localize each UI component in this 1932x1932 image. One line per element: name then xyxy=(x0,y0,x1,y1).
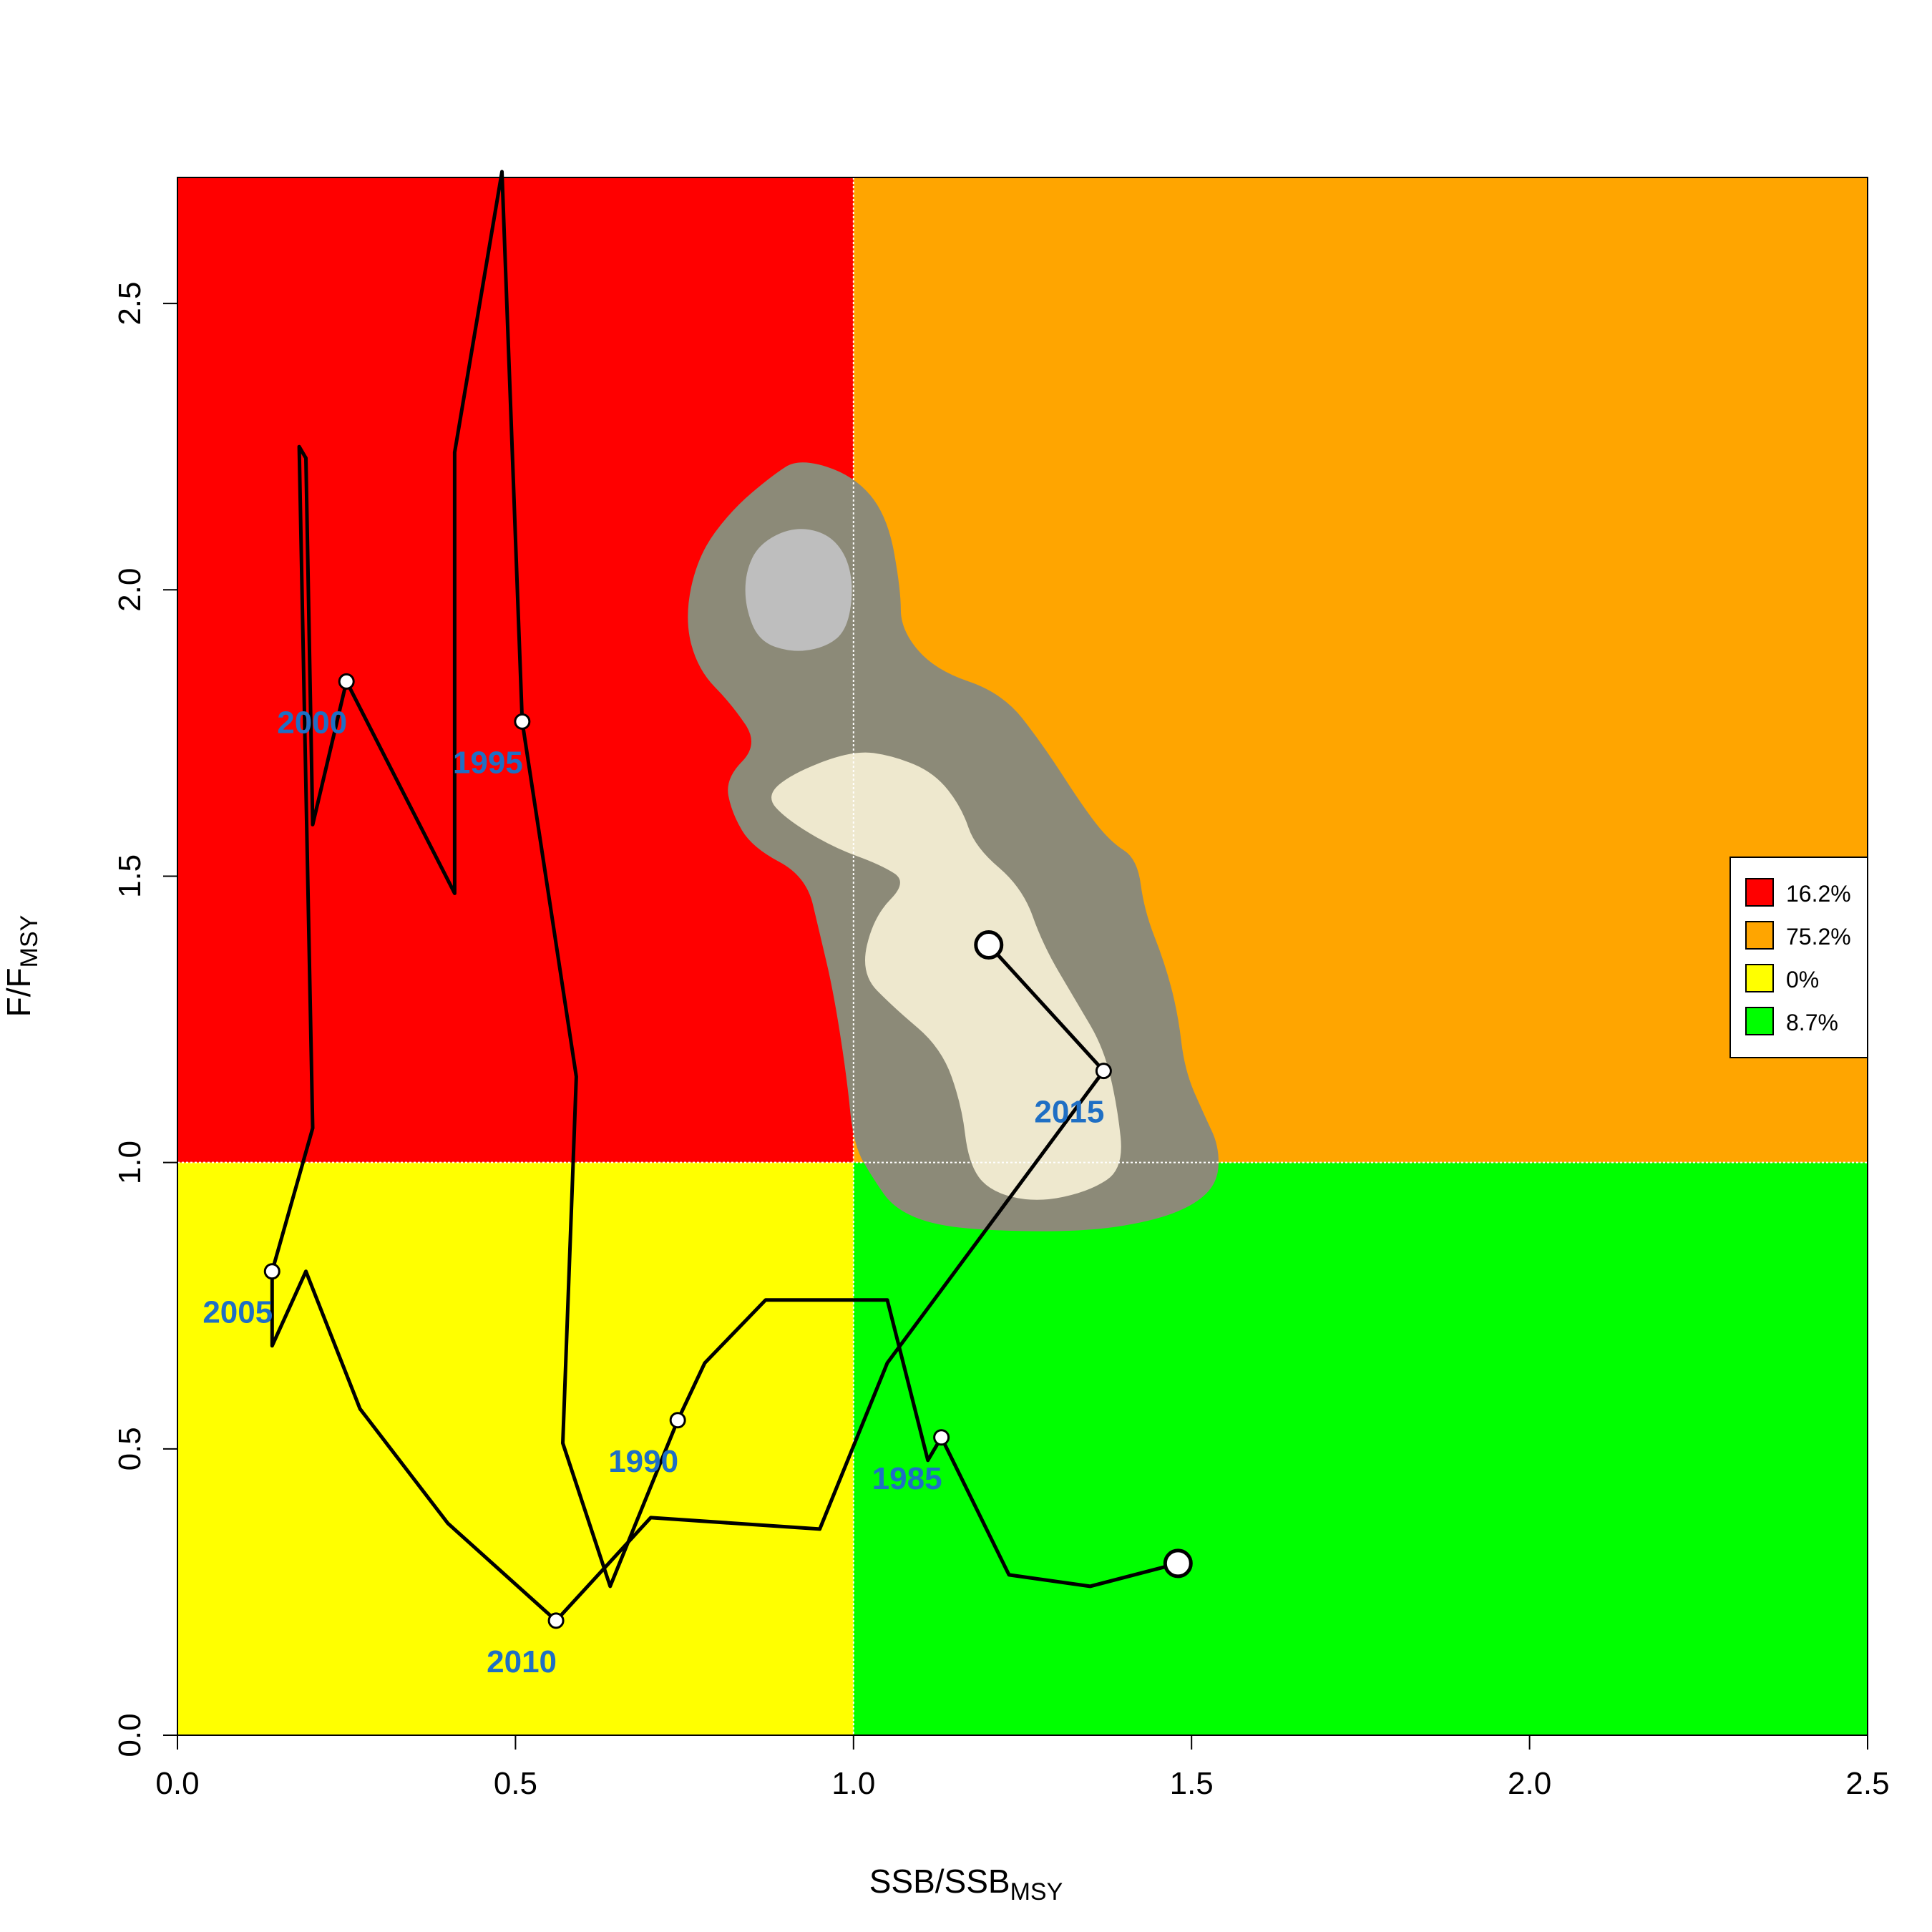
highlight-point-1 xyxy=(974,930,1004,960)
y-tick-label-1.5: 1.5 xyxy=(112,854,147,898)
year-label-2000: 2000 xyxy=(277,705,347,740)
trajectory-line-1 xyxy=(270,170,1106,1623)
year-marker-2010 xyxy=(547,1612,565,1629)
legend-swatch-3 xyxy=(1745,964,1774,992)
legend-swatch-2 xyxy=(1745,921,1774,950)
year-marker-1995 xyxy=(514,713,531,730)
legend-label-4: 8.7% xyxy=(1786,1010,1838,1035)
y-axis-title: F/FMSY xyxy=(0,915,43,1018)
year-label-2005: 2005 xyxy=(203,1295,273,1330)
year-marker-2015 xyxy=(1095,1063,1112,1080)
year-label-2010: 2010 xyxy=(487,1644,557,1679)
y-tick-label-2.5: 2.5 xyxy=(112,281,147,325)
y-tick-label-1.0: 1.0 xyxy=(112,1141,147,1184)
legend: 16.2% 75.2% 0% 8.7% xyxy=(1729,857,1868,1058)
contour-inner-b xyxy=(745,529,852,651)
legend-swatch-1 xyxy=(1745,878,1774,907)
year-marker-2000 xyxy=(338,673,355,690)
y-tick-label-2.0: 2.0 xyxy=(112,568,147,612)
x-tick-label-1.5: 1.5 xyxy=(1170,1766,1214,1801)
year-label-1995: 1995 xyxy=(453,745,523,780)
y-tick-label-0.5: 0.5 xyxy=(112,1427,147,1470)
y-tick-label-0.0: 0.0 xyxy=(112,1713,147,1757)
legend-label-2: 75.2% xyxy=(1786,924,1851,950)
trajectory-layer xyxy=(270,170,1179,1623)
x-tick-label-0.0: 0.0 xyxy=(155,1766,199,1801)
x-axis-title-sub: MSY xyxy=(1010,1878,1063,1906)
x-axis-title-main: SSB/SSB xyxy=(869,1863,1010,1900)
y-axis-title-sub: MSY xyxy=(16,915,43,968)
x-tick-label-2.0: 2.0 xyxy=(1508,1766,1551,1801)
points-layer xyxy=(263,673,1193,1629)
quadrant-healthy xyxy=(853,1162,1868,1735)
year-label-2015: 2015 xyxy=(1034,1095,1104,1130)
legend-label-1: 16.2% xyxy=(1786,881,1851,907)
year-label-1985: 1985 xyxy=(872,1461,942,1496)
year-marker-1985 xyxy=(933,1429,950,1446)
quadrant-layer xyxy=(177,177,1868,1735)
highlight-point-2 xyxy=(1163,1548,1193,1579)
y-axis: 0.0 0.5 1.0 1.5 2.0 2.5 xyxy=(112,281,178,1757)
y-axis-title-main: F/F xyxy=(0,967,37,1017)
x-tick-label-0.5: 0.5 xyxy=(494,1766,537,1801)
legend-swatch-4 xyxy=(1745,1007,1774,1035)
reference-lines xyxy=(177,177,1868,1735)
x-axis-title: SSB/SSBMSY xyxy=(869,1863,1063,1906)
year-marker-2005 xyxy=(263,1263,280,1280)
year-marker-1990 xyxy=(669,1412,686,1429)
contour-inner-a xyxy=(771,752,1121,1200)
x-tick-label-1.0: 1.0 xyxy=(831,1766,875,1801)
year-label-1990: 1990 xyxy=(608,1444,678,1479)
x-tick-label-2.5: 2.5 xyxy=(1845,1766,1889,1801)
legend-label-3: 0% xyxy=(1786,967,1819,992)
contour-layer xyxy=(688,462,1219,1231)
trajectory-line-2 xyxy=(940,1436,1179,1589)
quadrant-overfished xyxy=(177,1162,854,1735)
year-labels: 1985 1990 1995 2000 2005 2010 2015 xyxy=(203,705,1104,1679)
x-axis: 0.0 0.5 1.0 1.5 2.0 2.5 xyxy=(155,1735,1890,1801)
